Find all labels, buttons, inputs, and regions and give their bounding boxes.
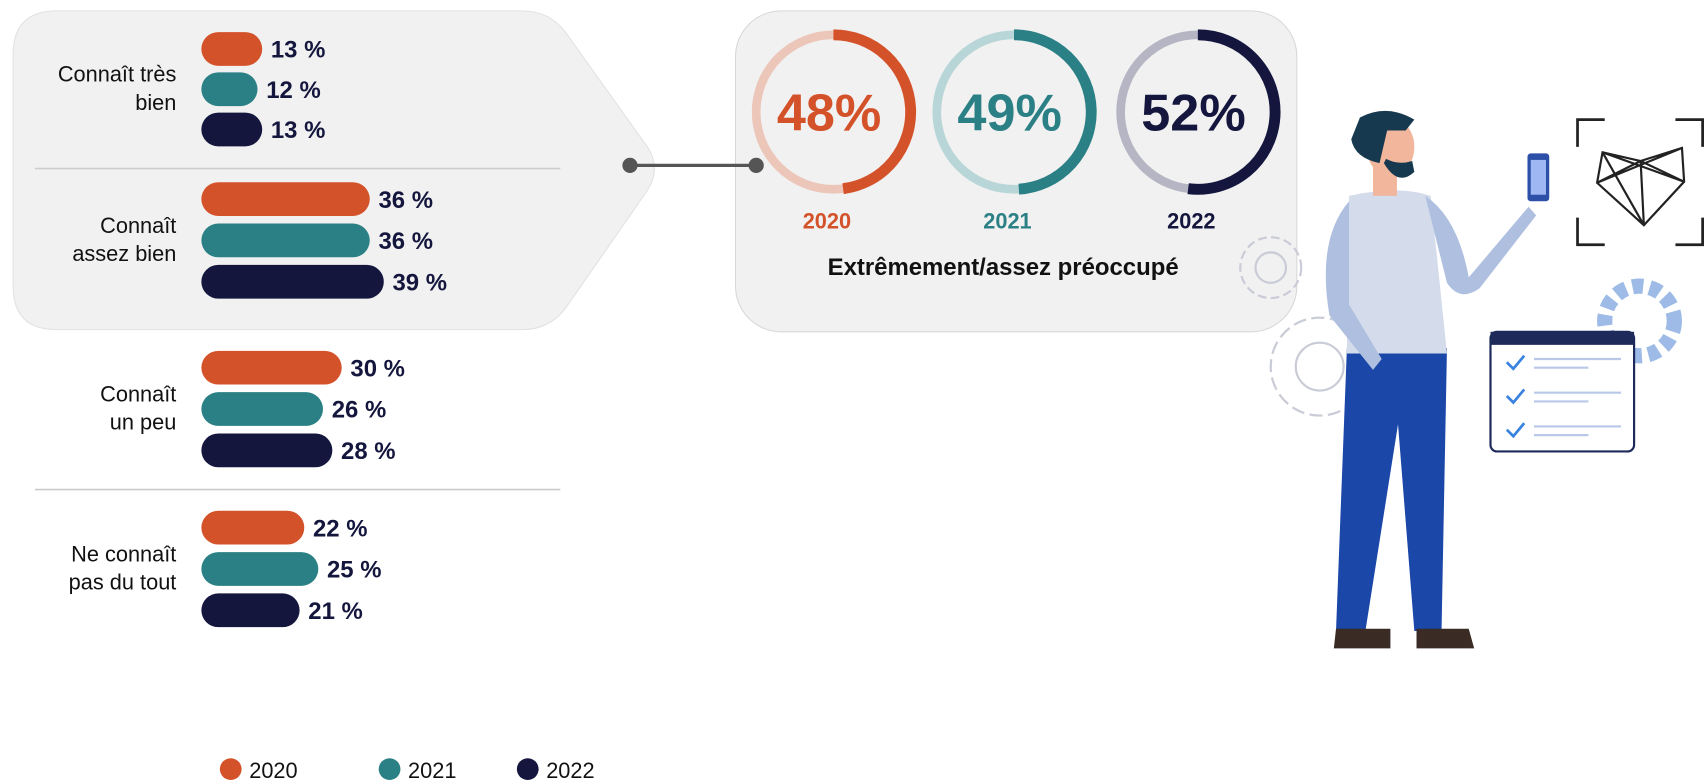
value-label: 36 % [378,228,433,255]
bar [201,264,384,299]
bar [201,223,370,258]
category-label: Connaît très bien [57,63,177,116]
value-label: 21 % [308,598,363,625]
donut-panel [734,10,1298,333]
connector-dot [748,157,764,173]
bar [201,433,333,468]
bar [201,32,263,66]
donut-caption: Extrêmement/assez préoccupé [828,254,1179,281]
value-label: 39 % [393,269,448,296]
legend-marker [219,758,242,780]
value-label: 25 % [327,557,382,584]
value-label: 36 % [378,187,433,214]
bar [201,593,300,628]
value-label: 28 % [341,438,396,465]
donut-value: 52% [1141,85,1245,143]
legend-marker [378,758,401,780]
category-label: Connaît assez bien [72,214,177,267]
bar [201,392,323,426]
donut-value: 48% [777,85,881,143]
bar [201,182,370,216]
value-label: 12 % [266,77,321,104]
donut-arc [1013,29,1097,195]
value-label: 13 % [271,117,326,144]
category-label-text: Ne connaît pas du tout [68,542,177,596]
category-label-text: Connaît très bien [57,63,177,116]
value-label: 26 % [332,397,387,424]
bar [201,112,263,147]
donut-arc [1187,29,1281,195]
illustration [1239,110,1704,649]
legend-marker [516,758,539,780]
donut-value: 49% [957,85,1061,143]
category-label-text: Connaît un peu [100,382,177,436]
value-label: 22 % [313,515,368,542]
legend-label: 2021 [408,758,456,780]
category-label: Connaît un peu [100,382,177,436]
category-label-text: Connaît assez bien [72,214,177,267]
bar [201,510,305,545]
bar [201,552,319,586]
highlight-panel [12,10,656,331]
value-label: 13 % [271,37,326,64]
donut-year: 2021 [983,208,1031,233]
donut-year: 2020 [803,208,851,233]
connector-dot [622,157,638,173]
bar [201,350,342,385]
category-label: Ne connaît pas du tout [68,542,177,596]
donut-arc [833,29,917,195]
donut-year: 2022 [1167,208,1215,233]
bar [201,72,258,107]
legend-label: 2022 [546,758,594,780]
legend-label: 2020 [249,758,297,780]
value-label: 30 % [350,355,405,382]
